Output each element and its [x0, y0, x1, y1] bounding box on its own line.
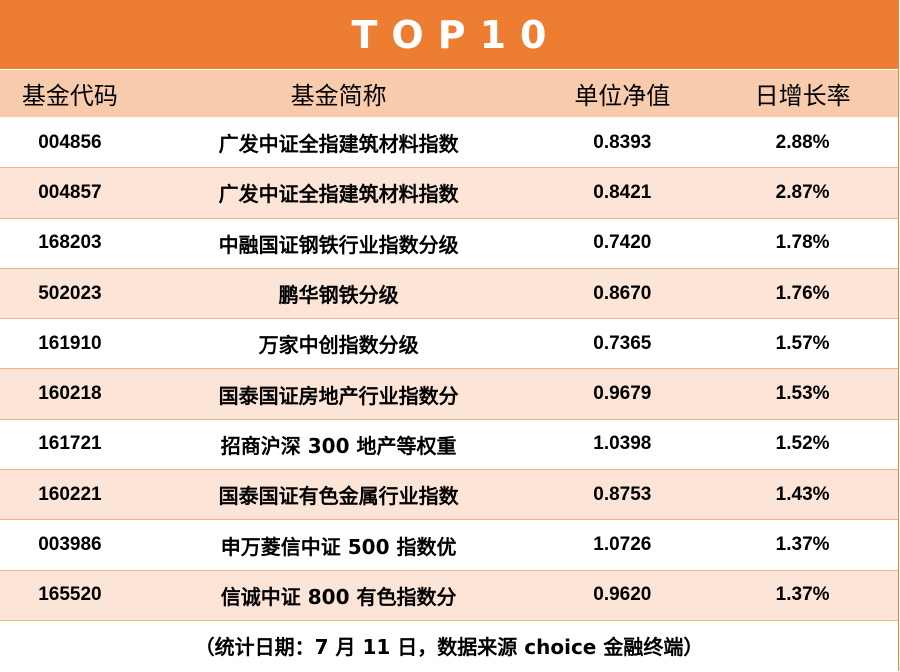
column-header-name: 基金简称 — [290, 82, 387, 110]
fund-code-cell: 161910 — [38, 332, 102, 354]
table-row: 003986 申万菱信中证 500 指数优 1.0726 1.37% — [0, 520, 898, 571]
fund-rate-cell: 1.76% — [775, 282, 830, 304]
table-row: 004856 广发中证全指建筑材料指数 0.8393 2.88% — [0, 118, 898, 169]
fund-nav-cell: 0.9620 — [593, 584, 652, 606]
table-row: 160221 国泰国证有色金属行业指数 0.8753 1.43% — [0, 470, 898, 521]
fund-name-cell: 中融国证钢铁行业指数分级 — [218, 232, 459, 257]
fund-nav-cell: 0.9679 — [593, 383, 652, 405]
fund-rate-cell: 1.53% — [775, 383, 830, 405]
column-header-code: 基金代码 — [21, 82, 118, 110]
fund-rate-cell: 2.87% — [775, 181, 830, 203]
table-row: 168203 中融国证钢铁行业指数分级 0.7420 1.78% — [0, 218, 898, 269]
fund-rate-cell: 1.57% — [775, 332, 830, 354]
fund-rate-cell: 1.78% — [775, 232, 830, 254]
fund-code-cell: 004856 — [38, 131, 102, 153]
fund-name-cell: 招商沪深 300 地产等权重 — [220, 433, 457, 458]
fund-code-cell: 004857 — [38, 181, 102, 203]
column-header-nav: 单位净值 — [574, 82, 671, 110]
source-note: （统计日期：7 月 11 日，数据来源 choice 金融终端） — [0, 620, 898, 671]
fund-code-cell: 161721 — [38, 433, 102, 455]
column-header-rate: 日增长率 — [754, 82, 851, 110]
fund-nav-cell: 0.8753 — [593, 483, 652, 505]
fund-code-cell: 502023 — [38, 282, 102, 304]
table-row: 161910 万家中创指数分级 0.7365 1.57% — [0, 319, 898, 370]
fund-nav-cell: 1.0726 — [593, 534, 652, 556]
table-header-row: 基金代码 基金简称 单位净值 日增长率 — [0, 70, 898, 118]
fund-name-cell: 信诚中证 800 有色指数分 — [220, 584, 457, 609]
fund-name-cell: 国泰国证房地产行业指数分 — [218, 383, 459, 408]
fund-name-cell: 广发中证全指建筑材料指数 — [218, 182, 459, 207]
fund-rate-cell: 1.43% — [775, 483, 830, 505]
fund-name-cell: 申万菱信中证 500 指数优 — [220, 534, 457, 559]
fund-rate-cell: 2.88% — [775, 131, 830, 153]
fund-name-cell: 广发中证全指建筑材料指数 — [218, 132, 459, 157]
fund-code-cell: 003986 — [38, 534, 102, 556]
fund-nav-cell: 1.0398 — [593, 433, 652, 455]
fund-code-cell: 165520 — [38, 584, 102, 606]
fund-name-cell: 鹏华钢铁分级 — [278, 283, 399, 308]
fund-rate-cell: 1.52% — [775, 433, 830, 455]
fund-nav-cell: 0.8393 — [593, 131, 652, 153]
table-title: TOP10 — [0, 0, 898, 70]
fund-nav-cell: 0.7420 — [593, 232, 652, 254]
fund-rate-cell: 1.37% — [775, 584, 830, 606]
fund-code-cell: 168203 — [38, 232, 102, 254]
table-row: 160218 国泰国证房地产行业指数分 0.9679 1.53% — [0, 369, 898, 420]
fund-nav-cell: 0.8421 — [593, 181, 652, 203]
table-row: 502023 鹏华钢铁分级 0.8670 1.76% — [0, 268, 898, 320]
fund-code-cell: 160218 — [38, 383, 102, 405]
fund-name-cell: 万家中创指数分级 — [258, 333, 419, 358]
fund-code-cell: 160221 — [38, 483, 102, 505]
table-row: 165520 信诚中证 800 有色指数分 0.9620 1.37% — [0, 570, 898, 621]
fund-nav-cell: 0.8670 — [593, 282, 652, 304]
table-row: 161721 招商沪深 300 地产等权重 1.0398 1.52% — [0, 419, 898, 471]
table-row: 004857 广发中证全指建筑材料指数 0.8421 2.87% — [0, 168, 898, 219]
fund-rate-cell: 1.37% — [775, 534, 830, 556]
fund-name-cell: 国泰国证有色金属行业指数 — [218, 484, 459, 509]
fund-nav-cell: 0.7365 — [593, 332, 652, 354]
